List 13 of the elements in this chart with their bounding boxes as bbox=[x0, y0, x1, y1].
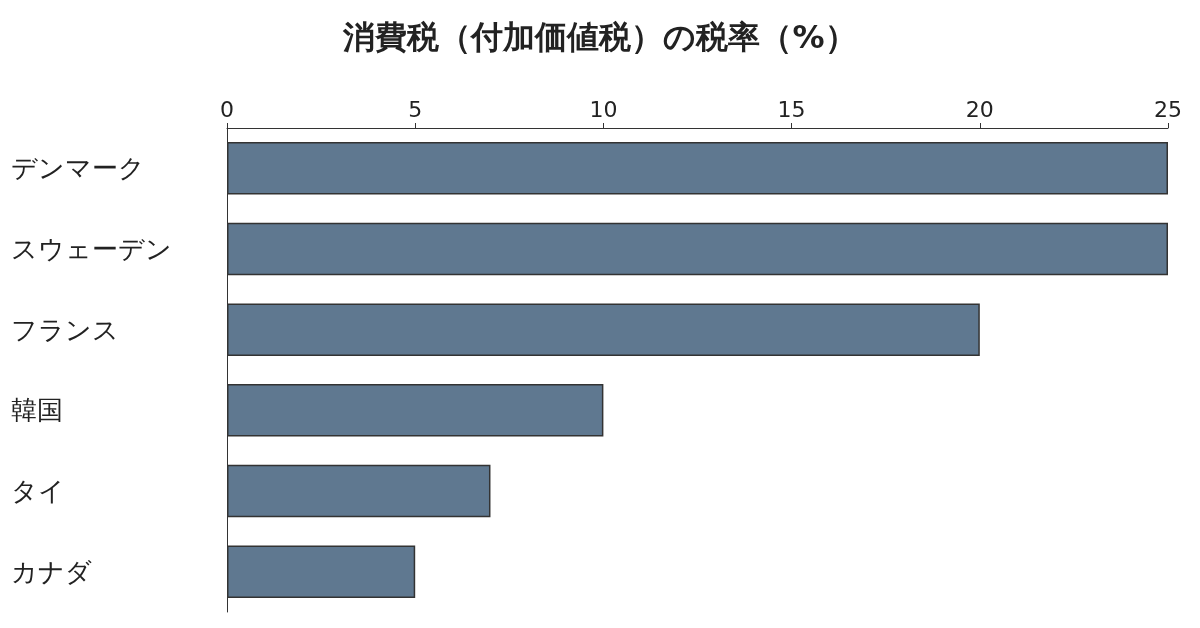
x-tick-label: 25 bbox=[1154, 96, 1182, 122]
y-tick-label: フランス bbox=[11, 314, 119, 345]
chart-title: 消費税（付加価値税）の税率（%） bbox=[342, 18, 857, 56]
x-tick-label: 0 bbox=[220, 96, 234, 122]
x-tick-label: 20 bbox=[965, 96, 994, 122]
x-tick-label: 15 bbox=[777, 96, 806, 122]
y-tick-label: スウェーデン bbox=[11, 234, 172, 264]
y-tick-label: タイ bbox=[11, 476, 65, 506]
y-tick-label: カナダ bbox=[11, 556, 92, 587]
x-tick-label: 5 bbox=[408, 96, 423, 122]
x-tick-label: 10 bbox=[589, 96, 618, 122]
y-tick-label: デンマーク bbox=[11, 153, 145, 184]
y-tick-label: 韓国 bbox=[11, 395, 63, 426]
